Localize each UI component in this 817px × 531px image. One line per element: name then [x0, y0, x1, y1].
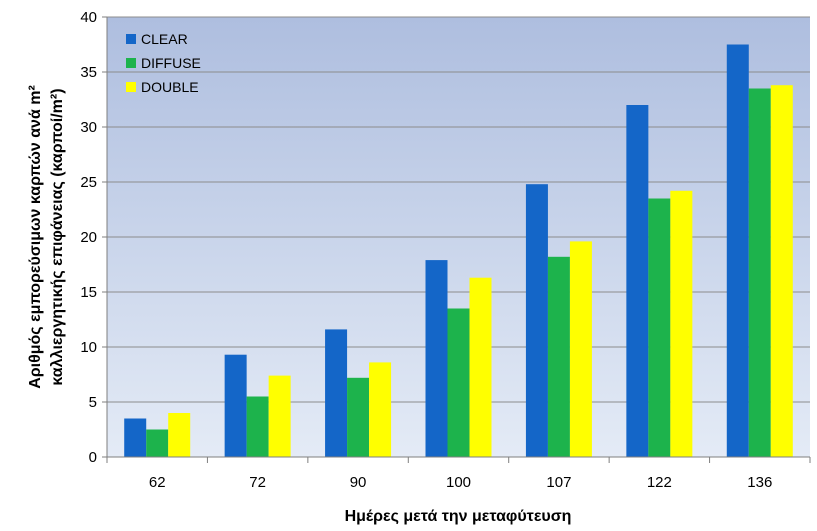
y-axis-title-line2: καλλιεργητικής επιφάνειας (καρποί/m²) [49, 88, 66, 385]
legend-swatch-diffuse [126, 58, 136, 68]
y-tick-label: 5 [89, 394, 97, 411]
bar-double-122 [670, 190, 693, 458]
y-tick-label: 10 [80, 339, 97, 356]
x-tick-labels: 62 72 90 100 107 122 136 [149, 474, 772, 491]
legend-label-double: DOUBLE [141, 79, 199, 95]
bar-double-100 [469, 277, 492, 457]
x-tick-label: 100 [446, 474, 471, 491]
x-tick-label: 136 [747, 474, 772, 491]
bar-clear-100 [425, 260, 448, 457]
legend-swatch-double [126, 82, 136, 92]
y-tick-label: 30 [80, 119, 97, 136]
bar-double-90 [369, 362, 392, 457]
x-tick-label: 122 [647, 474, 672, 491]
x-tick-label: 62 [149, 474, 166, 491]
bar-clear-136 [726, 44, 749, 457]
bar-double-62 [168, 413, 191, 457]
bar-diffuse-72 [246, 396, 269, 457]
y-tick-label: 25 [80, 174, 97, 191]
legend-label-clear: CLEAR [141, 31, 188, 47]
bar-double-72 [268, 375, 291, 457]
x-tick-label: 72 [249, 474, 266, 491]
axes [102, 16, 811, 463]
bar-diffuse-62 [146, 429, 169, 457]
bar-clear-107 [525, 184, 548, 457]
bar-diffuse-100 [447, 308, 470, 457]
bar-diffuse-90 [347, 377, 370, 457]
bar-double-136 [770, 85, 793, 457]
y-tick-label: 0 [89, 449, 97, 466]
y-tick-labels: 0 5 10 15 20 25 30 35 40 [80, 9, 97, 466]
bar-clear-62 [124, 418, 147, 457]
y-tick-label: 35 [80, 64, 97, 81]
y-tick-label: 15 [80, 284, 97, 301]
x-tick-label: 107 [546, 474, 571, 491]
y-tick-label: 20 [80, 229, 97, 246]
bar-clear-122 [626, 105, 649, 457]
bar-diffuse-107 [547, 256, 570, 457]
y-tick-label: 40 [80, 9, 97, 26]
legend: CLEAR DIFFUSE DOUBLE [126, 31, 201, 95]
bar-diffuse-122 [648, 198, 671, 457]
x-tick-label: 90 [350, 474, 367, 491]
bars-group [124, 44, 793, 458]
bar-clear-72 [224, 354, 247, 457]
x-axis-title: Ημέρες μετά την μεταφύτευση [345, 508, 572, 525]
bar-double-107 [569, 241, 592, 457]
bar-clear-90 [325, 329, 348, 457]
bar-diffuse-136 [748, 88, 771, 457]
legend-swatch-clear [126, 34, 136, 44]
legend-label-diffuse: DIFFUSE [141, 55, 201, 71]
y-axis-title-line1: Αριθμός εμπορεύσιμων καρπών ανά m² [27, 85, 44, 389]
